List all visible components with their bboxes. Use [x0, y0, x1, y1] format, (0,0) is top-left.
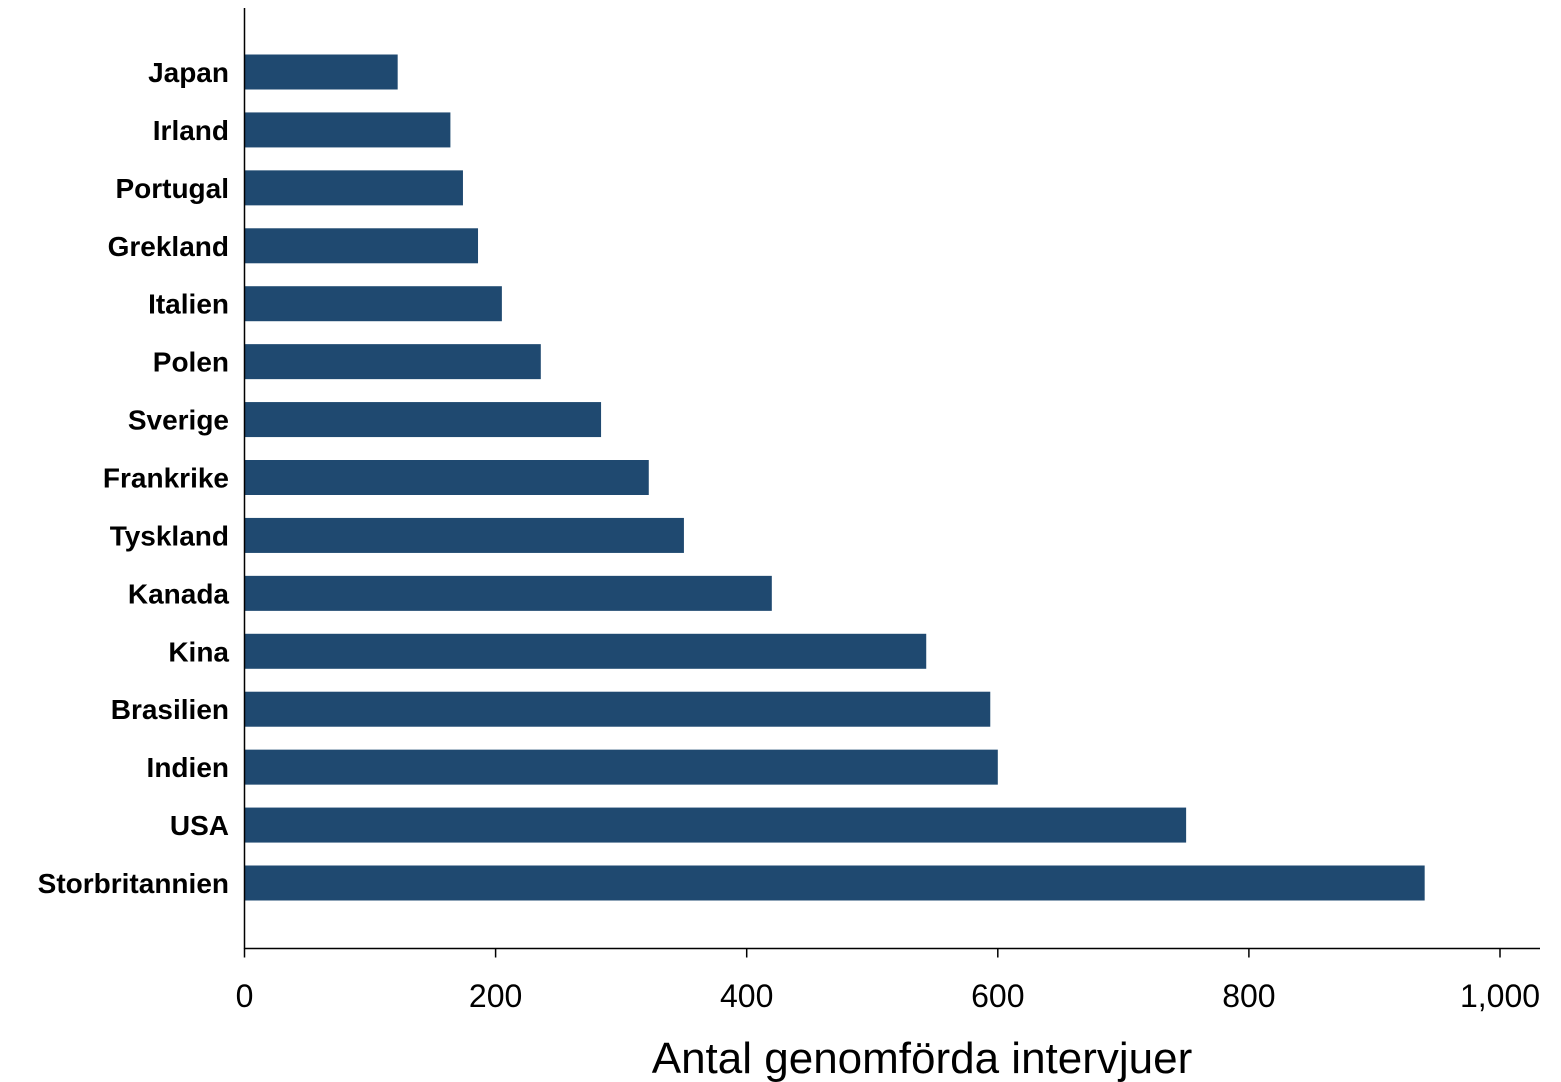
x-tick-label: 400 [720, 978, 773, 1014]
x-tick-label: 600 [971, 978, 1024, 1014]
bar [244, 691, 991, 727]
bar [244, 112, 451, 148]
bar [244, 402, 602, 438]
category-label: Tyskland [110, 520, 229, 551]
x-tick-label: 800 [1222, 978, 1275, 1014]
x-tick-label: 1,000 [1460, 978, 1540, 1014]
bar [244, 460, 649, 495]
x-axis-title: Antal genomförda intervjuer [652, 1034, 1193, 1082]
category-label: Frankrike [103, 463, 229, 494]
bar [244, 633, 927, 669]
x-axis-ticks: 0 200 400 600 800 1,000 [236, 948, 1540, 1014]
category-label: Portugal [115, 173, 229, 204]
bar [244, 170, 463, 206]
category-label: Japan [148, 57, 229, 88]
category-labels: Japan Irland Portugal Grekland Italien Polen S… [38, 57, 230, 899]
bar [244, 344, 541, 380]
category-label: Kina [168, 636, 229, 667]
bar [244, 517, 684, 553]
category-label: Irland [153, 115, 229, 146]
category-label: Italien [148, 289, 229, 320]
category-label: Grekland [108, 231, 229, 262]
bars-group [244, 54, 1425, 901]
bar [244, 228, 479, 264]
x-tick-label: 0 [236, 978, 254, 1014]
bar [244, 286, 502, 322]
category-label: Indien [147, 752, 229, 783]
bar [244, 54, 398, 90]
category-label: USA [170, 810, 229, 841]
bar [244, 865, 1425, 901]
x-tick-label: 200 [469, 978, 522, 1014]
category-label: Kanada [128, 578, 230, 609]
bar [244, 807, 1187, 843]
category-label: Polen [153, 347, 229, 378]
bar [244, 575, 772, 611]
category-label: Sverige [128, 405, 229, 436]
category-label: Storbritannien [38, 868, 229, 899]
bar [244, 749, 998, 785]
category-label: Brasilien [111, 694, 229, 725]
